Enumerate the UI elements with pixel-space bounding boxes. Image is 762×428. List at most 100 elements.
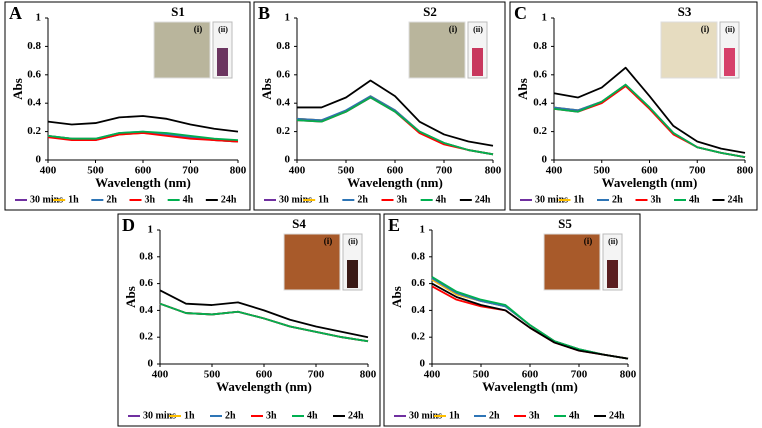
panel: A S1 (i) (ii) 0 0.2 0.4 0.6 0.8 1 400 500 600 700 800 W… xyxy=(4,1,251,211)
chart-title: S1 xyxy=(171,4,185,19)
series-line xyxy=(553,83,746,159)
inset-vial-liquid xyxy=(724,48,735,76)
legend-label: 2h xyxy=(225,410,236,421)
inset-label: (ii) xyxy=(608,237,618,246)
legend-label: 2h xyxy=(106,194,117,205)
y-tick-label: 0 xyxy=(542,154,548,166)
y-tick-label: 1 xyxy=(285,12,291,24)
x-axis-title: Wavelength (nm) xyxy=(347,175,443,190)
series-line xyxy=(159,302,369,343)
inset-label: (ii) xyxy=(218,25,228,34)
series-line xyxy=(431,278,629,360)
legend-label: 3h xyxy=(529,410,540,421)
inset-photo xyxy=(283,233,341,291)
inset-label: (i) xyxy=(701,24,710,34)
legend-label: 24h xyxy=(728,194,744,205)
panel-label: E xyxy=(388,215,400,235)
y-tick-label: 0 xyxy=(420,358,426,370)
series-line xyxy=(296,96,494,156)
legend-label: 1h xyxy=(184,410,195,421)
x-tick-label: 500 xyxy=(594,165,611,177)
y-tick-label: 0.8 xyxy=(27,40,41,52)
x-tick-label: 500 xyxy=(87,165,104,177)
y-tick-label: 0.6 xyxy=(276,68,290,80)
legend-label: 24h xyxy=(221,194,237,205)
legend-label: 3h xyxy=(145,194,156,205)
panel-border xyxy=(253,1,506,211)
legend-label: 24h xyxy=(475,194,491,205)
x-tick-label: 500 xyxy=(338,165,355,177)
series-line xyxy=(159,289,369,339)
legend-label: 30 mins xyxy=(535,194,568,205)
panel-border xyxy=(117,213,381,427)
inset-photo xyxy=(408,21,466,79)
legend-label: 30 mins xyxy=(409,410,442,421)
inset-photo xyxy=(660,21,718,79)
y-axis-title: Abs xyxy=(10,78,25,100)
y-tick-label: 0.8 xyxy=(533,40,547,52)
x-tick-label: 400 xyxy=(424,369,441,381)
inset-label: (i) xyxy=(194,24,203,34)
panel-border xyxy=(383,213,641,427)
legend-label: 24h xyxy=(348,410,364,421)
legend-label: 4h xyxy=(307,410,318,421)
x-tick-label: 400 xyxy=(40,165,57,177)
y-tick-label: 1 xyxy=(148,224,154,236)
x-tick-label: 800 xyxy=(620,369,637,381)
legend-label: 1h xyxy=(449,410,460,421)
inset-vial-liquid xyxy=(472,48,483,76)
legend-label: 3h xyxy=(397,194,408,205)
y-tick-label: 0.2 xyxy=(533,125,547,137)
x-axis-title: Wavelength (nm) xyxy=(602,175,698,190)
legend-label: 4h xyxy=(569,410,580,421)
y-tick-label: 0.4 xyxy=(533,97,547,109)
panel-label: B xyxy=(258,3,270,23)
x-tick-label: 800 xyxy=(230,165,247,177)
y-axis-title: Abs xyxy=(259,78,274,100)
x-tick-label: 700 xyxy=(308,369,325,381)
panel: E S5 (i) (ii) 0 0.2 0.4 0.6 0.8 1 400 500 600 700 800 W… xyxy=(383,213,641,427)
panel-label: C xyxy=(514,3,527,23)
x-tick-label: 600 xyxy=(641,165,658,177)
x-tick-label: 800 xyxy=(485,165,502,177)
x-tick-label: 700 xyxy=(689,165,706,177)
inset-label: (ii) xyxy=(348,237,358,246)
inset-label: (ii) xyxy=(725,25,735,34)
y-tick-label: 0.8 xyxy=(411,250,425,262)
legend-label: 24h xyxy=(609,410,625,421)
inset-vial-liquid xyxy=(607,260,618,288)
legend-label: 1h xyxy=(68,194,79,205)
inset-photo xyxy=(153,21,211,79)
legend-label: 4h xyxy=(183,194,194,205)
y-axis-title: Abs xyxy=(389,286,404,308)
x-tick-label: 600 xyxy=(522,369,539,381)
x-tick-label: 600 xyxy=(135,165,152,177)
x-tick-label: 800 xyxy=(360,369,377,381)
x-axis-title: Wavelength (nm) xyxy=(482,379,578,394)
legend-label: 2h xyxy=(489,410,500,421)
legend-label: 4h xyxy=(436,194,447,205)
x-tick-label: 400 xyxy=(152,369,169,381)
y-tick-label: 0.6 xyxy=(411,277,425,289)
panel: C S3 (i) (ii) 0 0.2 0.4 0.6 0.8 1 400 500 600 700 800 W… xyxy=(509,1,758,211)
series-line xyxy=(47,130,239,142)
legend-label: 2h xyxy=(357,194,368,205)
inset-vial-liquid xyxy=(217,48,228,76)
y-axis-title: Abs xyxy=(123,286,138,308)
y-tick-label: 0.8 xyxy=(276,40,290,52)
y-tick-label: 0.4 xyxy=(27,97,41,109)
inset-vial-liquid xyxy=(347,260,358,288)
chart-title: S5 xyxy=(558,216,572,231)
inset-label: (i) xyxy=(324,236,333,246)
y-tick-label: 1 xyxy=(36,12,42,24)
y-tick-label: 1 xyxy=(542,12,548,24)
y-tick-label: 0.6 xyxy=(27,68,41,80)
inset-label: (i) xyxy=(584,236,593,246)
x-tick-label: 500 xyxy=(204,369,221,381)
chart-title: S4 xyxy=(292,216,306,231)
x-tick-label: 400 xyxy=(546,165,563,177)
y-tick-label: 1 xyxy=(420,224,426,236)
panel-label: A xyxy=(9,3,22,23)
legend-label: 4h xyxy=(689,194,700,205)
